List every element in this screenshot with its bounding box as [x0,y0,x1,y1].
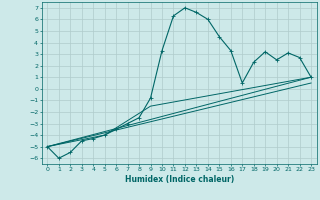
X-axis label: Humidex (Indice chaleur): Humidex (Indice chaleur) [124,175,234,184]
